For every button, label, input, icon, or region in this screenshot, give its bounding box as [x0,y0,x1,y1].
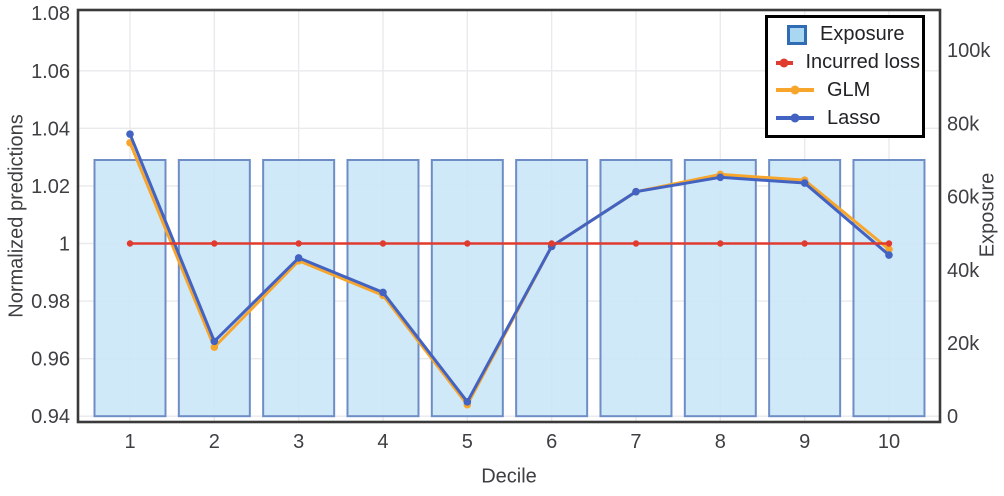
y-tick-label-left: 1.02 [31,176,70,198]
incurred-loss-point [801,240,808,247]
x-tick-label: 8 [715,431,726,453]
x-tick-label: 10 [878,431,900,453]
y-tick-label-right: 100k [947,40,991,62]
y-tick-label-left: 1.08 [31,3,70,25]
x-axis-title: Decile [481,465,537,488]
lasso-point [885,251,893,259]
lasso-point [126,130,134,138]
y-tick-label-left: 1 [59,234,70,256]
legend-item-exposure[interactable]: Exposure [774,22,920,47]
x-tick-label: 1 [124,431,135,453]
y-tick-label-left: 0.98 [31,291,70,313]
y-tick-label-left: 1.06 [31,61,70,83]
exposure-bar [346,159,420,418]
incurred-loss-point [126,240,134,247]
exposure-bar [768,159,842,418]
x-tick-label: 7 [630,431,641,453]
legend-item-incurred-loss[interactable]: Incurred loss [774,50,920,75]
legend-label-incurred-loss: Incurred loss [805,51,921,74]
lasso-point [210,337,219,346]
exposure-bar [599,159,673,418]
incurred-loss-point [717,240,724,247]
legend-label-lasso: Lasso [827,106,881,129]
y-tick-label-right: 60k [947,187,980,209]
incurred-loss-point [548,240,555,247]
y-axis-title-left: Normalized predictions [5,114,28,318]
y-tick-label-right: 80k [947,113,980,135]
exposure-bar [430,159,504,418]
x-tick-label: 6 [546,431,557,453]
lasso-point [800,179,809,187]
glm-point [210,343,219,351]
y-tick-label-left: 1.04 [31,118,70,140]
exposure-bar [262,159,336,418]
lasso-point [463,398,472,406]
lasso-point [379,288,387,297]
exposure-bar [852,159,926,418]
exposure-swatch-icon [787,24,807,45]
x-tick-label: 9 [799,431,810,453]
exposure-bar [683,159,757,418]
incurred-loss-swatch-icon [776,58,793,68]
y-tick-label-right: 0 [947,406,958,428]
lasso-line [128,132,891,404]
glm-point [885,245,893,254]
y-axis-title-right: Exposure [976,172,999,258]
incurred-loss-point [464,240,471,247]
glm-swatch-icon [776,85,814,95]
legend: Exposure Incurred loss GLM Lasso [765,15,925,138]
plot-border [76,8,942,424]
lasso-point [632,187,640,196]
y-tick-label-right: 40k [947,260,980,282]
lasso-swatch-icon [776,113,814,123]
y-tick-label-left: 0.94 [31,406,70,428]
y-tick-label-left: 0.96 [31,349,70,371]
legend-item-glm[interactable]: GLM [774,78,920,103]
incurred-loss-point [295,240,302,247]
incurred-loss-point [885,240,893,247]
x-tick-label: 5 [462,431,473,453]
incurred-loss-point [211,240,218,247]
legend-label-glm: GLM [827,78,871,101]
lasso-point [294,254,303,262]
exposure-bar [515,159,589,418]
y-tick-label-right: 20k [947,333,980,355]
x-tick-label: 2 [209,431,220,453]
x-tick-label: 4 [377,431,388,453]
x-tick-label: 3 [293,431,304,453]
legend-item-lasso[interactable]: Lasso [774,106,920,131]
lasso-point [716,173,725,182]
legend-label-exposure: Exposure [820,23,905,46]
incurred-loss-point [632,240,640,247]
incurred-loss-point [379,240,387,247]
